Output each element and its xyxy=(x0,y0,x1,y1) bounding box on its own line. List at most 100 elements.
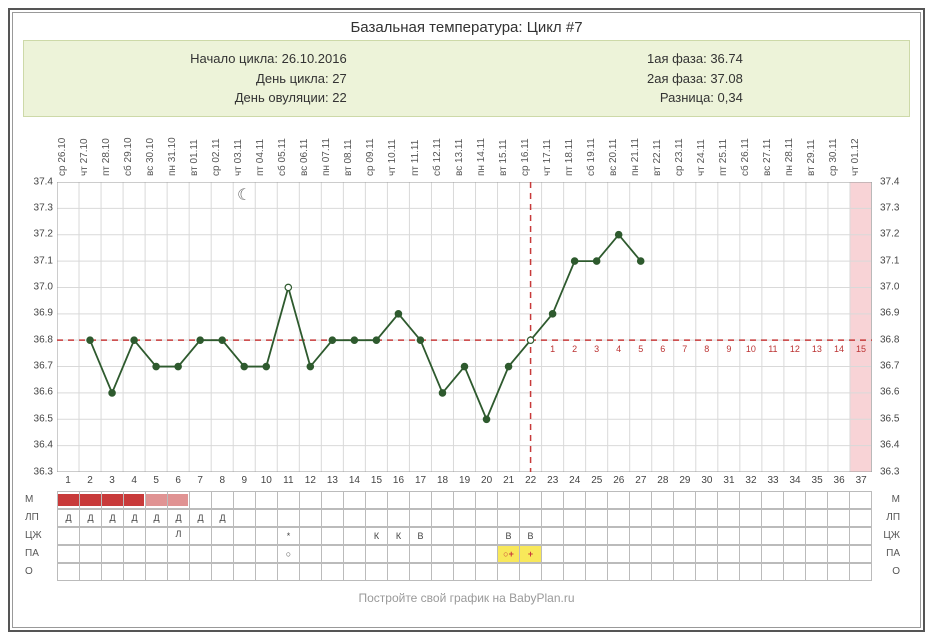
track-cell xyxy=(277,491,299,509)
y-tick-label: 37.2 xyxy=(880,229,910,240)
y-tick-label: 36.4 xyxy=(23,440,53,451)
track-cell: ○+ xyxy=(497,545,519,563)
track-cell: Д xyxy=(211,509,233,527)
track-cell xyxy=(299,545,321,563)
chart-title: Базальная температура: Цикл #7 xyxy=(23,19,910,36)
day-number: 34 xyxy=(784,472,806,489)
track-cell xyxy=(695,491,717,509)
date-column: вт 08.11 xyxy=(343,123,365,178)
track-cell xyxy=(783,563,805,581)
temperature-chart: ☾123456789101112131415 xyxy=(57,182,872,472)
y-tick-label: 37.2 xyxy=(23,229,53,240)
track-cell xyxy=(849,545,872,563)
svg-text:9: 9 xyxy=(726,344,731,354)
track-cell xyxy=(783,509,805,527)
y-tick-label: 37.4 xyxy=(880,176,910,187)
y-tick-label: 36.9 xyxy=(23,308,53,319)
y-tick-label: 36.7 xyxy=(880,361,910,372)
track-cell xyxy=(651,491,673,509)
svg-text:2: 2 xyxy=(572,344,577,354)
day-number: 17 xyxy=(410,472,432,489)
track-cell xyxy=(101,563,123,581)
day-number: 19 xyxy=(454,472,476,489)
track-cell xyxy=(585,527,607,545)
svg-text:12: 12 xyxy=(790,344,800,354)
day-number: 11 xyxy=(277,472,299,489)
track-cell: Д xyxy=(189,509,211,527)
svg-text:3: 3 xyxy=(594,344,599,354)
track-cell xyxy=(717,545,739,563)
date-column: вс 13.11 xyxy=(454,123,476,178)
track-cell xyxy=(145,491,167,509)
track-cell xyxy=(453,491,475,509)
day-number: 1 xyxy=(57,472,79,489)
track-cell xyxy=(321,509,343,527)
track-cell xyxy=(57,527,79,545)
track-cell xyxy=(365,545,387,563)
track-cell xyxy=(365,563,387,581)
track-cell xyxy=(849,527,872,545)
y-tick-label: 37.4 xyxy=(23,176,53,187)
day-number: 14 xyxy=(343,472,365,489)
track-cell xyxy=(233,491,255,509)
track-label: ЛП xyxy=(23,509,57,527)
date-column: пн 28.11 xyxy=(784,123,806,178)
track-cell xyxy=(387,545,409,563)
phase2-value: 37.08 xyxy=(710,71,743,86)
track-cell xyxy=(431,545,453,563)
track-cell: Д xyxy=(79,509,101,527)
y-tick-label: 37.3 xyxy=(880,202,910,213)
date-column: пт 04.11 xyxy=(255,123,277,178)
date-column: вт 29.11 xyxy=(806,123,828,178)
track-label-right: М xyxy=(872,491,902,509)
track-cell xyxy=(651,545,673,563)
track-cell xyxy=(167,563,189,581)
day-number: 23 xyxy=(542,472,564,489)
day-number: 18 xyxy=(432,472,454,489)
phase1-label: 1ая фаза: xyxy=(647,51,707,66)
day-number: 15 xyxy=(365,472,387,489)
y-tick-label: 36.5 xyxy=(880,413,910,424)
track-label-right: ЛП xyxy=(872,509,902,527)
track-cell xyxy=(475,545,497,563)
track-label-right: О xyxy=(872,563,902,581)
track-cell xyxy=(211,545,233,563)
date-column: ср 26.10 xyxy=(57,123,79,178)
track-cell xyxy=(629,509,651,527)
track-cell xyxy=(805,563,827,581)
track-cell xyxy=(805,545,827,563)
track-cell xyxy=(299,563,321,581)
track-cell xyxy=(761,509,783,527)
track-cell xyxy=(585,563,607,581)
track-cell: К xyxy=(365,527,387,545)
track-cell xyxy=(651,527,673,545)
track-cell xyxy=(431,527,453,545)
cycle-day-value: 27 xyxy=(332,71,346,86)
track-cell xyxy=(541,563,563,581)
date-column: ср 02.11 xyxy=(211,123,233,178)
track-cell: Д xyxy=(123,509,145,527)
info-right: 1ая фаза: 36.74 2ая фаза: 37.08 Разница:… xyxy=(647,49,743,108)
date-column: чт 17.11 xyxy=(542,123,564,178)
track-cell xyxy=(79,563,101,581)
day-number: 12 xyxy=(299,472,321,489)
date-column: чт 01.12 xyxy=(850,123,872,178)
day-number: 36 xyxy=(828,472,850,489)
cycle-day-label: День цикла: xyxy=(256,71,329,86)
y-tick-label: 36.9 xyxy=(880,308,910,319)
phase2-label: 2ая фаза: xyxy=(647,71,707,86)
track-cell xyxy=(409,509,431,527)
chart-area: 37.437.337.237.137.036.936.836.736.636.5… xyxy=(23,182,910,472)
date-column: сб 05.11 xyxy=(277,123,299,178)
track-cell xyxy=(849,563,872,581)
track-cell xyxy=(607,563,629,581)
track-row-ЦЖ: ЦЖ*ККВВВЦЖ xyxy=(23,527,910,545)
svg-text:10: 10 xyxy=(746,344,756,354)
track-cell xyxy=(783,527,805,545)
y-tick-label: 36.3 xyxy=(880,466,910,477)
track-cell xyxy=(475,491,497,509)
track-cell xyxy=(563,563,585,581)
track-cell xyxy=(651,509,673,527)
track-cell xyxy=(233,509,255,527)
date-column: пт 18.11 xyxy=(564,123,586,178)
